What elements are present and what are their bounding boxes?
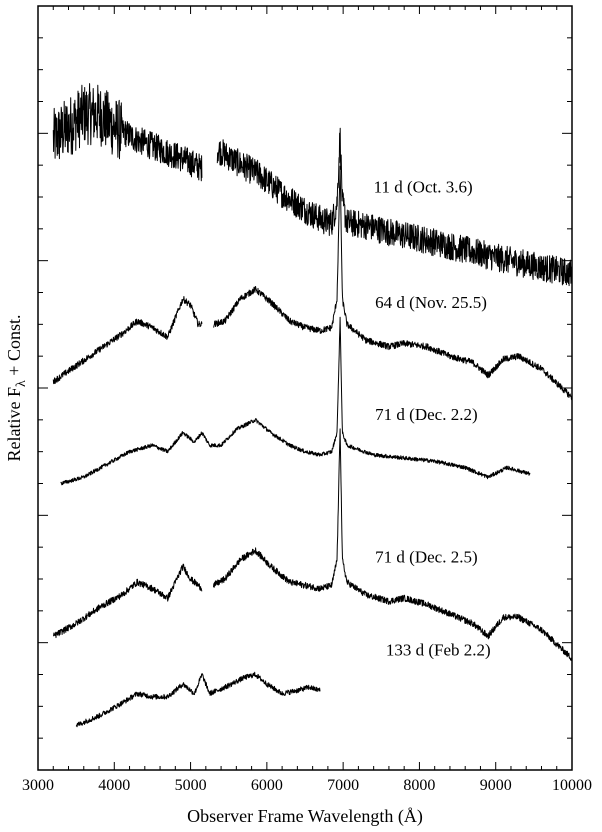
spectrum-line <box>52 83 203 182</box>
x-tick-label: 6000 <box>251 777 283 794</box>
x-axis-ticks: 3000 4000 5000 6000 7000 8000 9000 10000 <box>22 6 592 794</box>
y-axis-title-tail: + Const. <box>4 315 24 381</box>
series-labels: 11 d (Oct. 3.6) 64 d (Nov. 25.5) 71 d (Dec… <box>374 178 491 660</box>
x-tick-label: 9000 <box>480 777 512 794</box>
y-axis-title-main: Relative F <box>4 387 24 462</box>
spectrum-line <box>213 165 573 401</box>
x-axis-title: Observer Frame Wavelength (Å) <box>187 806 423 827</box>
x-tick-label: 5000 <box>175 777 207 794</box>
spectrum-line <box>52 563 203 639</box>
spectrum-label: 64 d (Nov. 25.5) <box>375 293 487 312</box>
spectra-series <box>52 83 573 728</box>
spectrum-label: 71 d (Dec. 2.2) <box>375 405 477 424</box>
spectrum-line <box>75 671 321 728</box>
spectrum-label: 11 d (Oct. 3.6) <box>374 178 473 197</box>
spectrum-label: 71 d (Dec. 2.5) <box>375 547 477 566</box>
y-axis-title-subscript: λ <box>14 380 29 387</box>
spectrum-line <box>213 428 573 661</box>
x-tick-label: 4000 <box>98 777 130 794</box>
plot-frame <box>37 5 573 771</box>
y-axis-ticks <box>38 5 572 771</box>
spectrum-line <box>52 296 203 385</box>
spectrum-line <box>60 316 531 486</box>
spectrum-label: 133 d (Feb 2.2) <box>386 640 491 659</box>
x-tick-label: 7000 <box>327 777 359 794</box>
x-tick-label: 3000 <box>22 777 54 794</box>
spectrum-line <box>216 127 573 287</box>
x-tick-label: 10000 <box>552 777 592 794</box>
y-axis-title: Relative Fλ + Const. <box>4 315 29 462</box>
x-tick-label: 8000 <box>403 777 435 794</box>
